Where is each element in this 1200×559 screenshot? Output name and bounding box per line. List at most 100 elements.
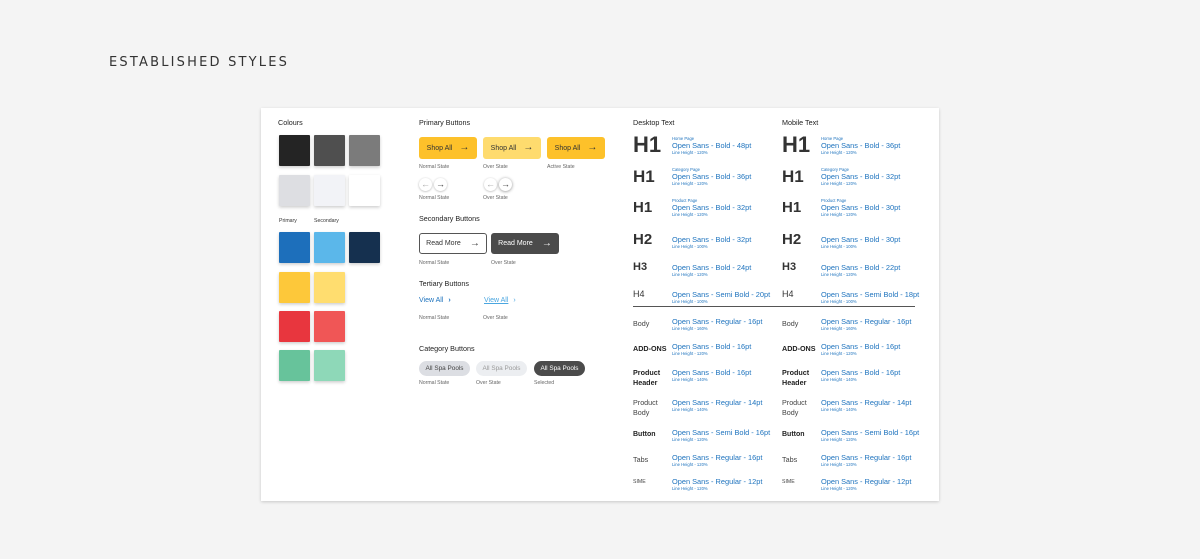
arrow-left-icon[interactable]: ← — [484, 178, 497, 191]
heading-level-label: H3 — [633, 260, 648, 273]
type-spec-page: Product Page — [672, 198, 698, 203]
type-spec: Category Page Open Sans - Bold - 36pt Line… — [672, 167, 751, 186]
arrow-left-icon[interactable]: ← — [419, 178, 432, 191]
state-caption: Active State — [547, 164, 575, 170]
state-caption: Selected — [534, 380, 555, 386]
chevron-right-icon: › — [448, 297, 451, 304]
type-spec-page: Product Page — [821, 198, 847, 203]
desktop-text-heading: Desktop Text — [633, 118, 675, 127]
type-spec: Category Page Open Sans - Bold - 32pt Line… — [821, 167, 900, 186]
type-spec-line-height: Line Height - 140% — [821, 377, 857, 382]
heading-level-label: H1 — [782, 166, 804, 186]
type-spec-line-height: Line Height - 120% — [821, 437, 857, 442]
body-style-label: SIME — [782, 479, 795, 485]
type-spec: Home Page Open Sans - Bold - 36pt Line Hei… — [821, 136, 900, 155]
type-spec-font: Open Sans - Bold - 30pt — [821, 203, 901, 212]
arrow-right-icon[interactable]: → — [434, 178, 447, 191]
type-spec: Open Sans - Regular - 16pt Line Height - … — [672, 317, 762, 331]
link-label: View All — [419, 297, 444, 304]
type-spec-font: Open Sans - Bold - 36pt — [672, 172, 752, 181]
type-spec: Open Sans - Semi Bold - 16pt Line Height … — [821, 428, 919, 442]
type-spec-font: Open Sans - Bold - 22pt — [821, 263, 901, 272]
swatch-neutral-6 — [349, 175, 380, 206]
type-spec-font: Open Sans - Regular - 14pt — [821, 398, 912, 407]
type-spec: Open Sans - Bold - 16pt Line Height - 140… — [672, 368, 751, 382]
view-all-link-over[interactable]: View All › — [484, 297, 516, 304]
type-spec-line-height: Line Height - 120% — [672, 212, 708, 217]
shop-all-button-active[interactable]: Shop All → — [547, 137, 605, 159]
read-more-button-normal[interactable]: Read More → — [419, 233, 487, 254]
arrow-right-icon: → — [541, 237, 552, 249]
type-spec-font: Open Sans - Bold - 36pt — [821, 141, 901, 150]
page-title: ESTABLISHED STYLES — [109, 55, 290, 70]
heading-level-label: H1 — [782, 132, 811, 157]
swatch-secondary-light-blue — [314, 232, 345, 263]
type-spec-page: Home Page — [672, 136, 695, 141]
swatch-yellow-secondary — [314, 272, 345, 303]
type-spec: Open Sans - Bold - 22pt Line Height - 120… — [821, 263, 900, 277]
type-spec-font: Open Sans - Bold - 48pt — [672, 141, 752, 150]
view-all-link-normal[interactable]: View All › — [419, 297, 451, 304]
type-spec-line-height: Line Height - 120% — [672, 181, 708, 186]
swatch-green-primary — [279, 350, 310, 381]
arrow-right-icon: → — [523, 142, 534, 153]
type-spec: Open Sans - Regular - 16pt Line Height - … — [821, 317, 911, 331]
body-style-label: Product Header — [782, 368, 810, 387]
type-spec-font: Open Sans - Bold - 30pt — [821, 235, 901, 244]
state-caption: Over State — [483, 164, 508, 170]
heading-level-label: H1 — [633, 166, 655, 186]
category-pill-over[interactable]: All Spa Pools — [476, 361, 527, 376]
colours-heading: Colours — [278, 118, 303, 127]
category-pill-selected[interactable]: All Spa Pools — [534, 361, 585, 376]
type-spec-font: Open Sans - Regular - 12pt — [672, 477, 763, 486]
primary-label: Primary — [279, 218, 297, 224]
button-label: Shop All — [554, 144, 581, 152]
swatch-navy — [349, 232, 380, 263]
tertiary-buttons-heading: Tertiary Buttons — [419, 279, 469, 288]
swatch-neutral-3 — [349, 135, 380, 166]
body-style-label: Product Body — [633, 398, 658, 417]
type-spec: Open Sans - Semi Bold - 20pt Line Height … — [672, 290, 770, 304]
type-spec-line-height: Line Height - 100% — [821, 299, 857, 304]
type-spec-line-height: Line Height - 120% — [672, 486, 708, 491]
type-spec: Open Sans - Bold - 24pt Line Height - 120… — [672, 263, 751, 277]
type-spec: Open Sans - Regular - 16pt Line Height - … — [672, 453, 762, 467]
category-pill-normal[interactable]: All Spa Pools — [419, 361, 470, 376]
type-spec-line-height: Line Height - 120% — [821, 212, 857, 217]
type-spec-font: Open Sans - Regular - 16pt — [821, 453, 912, 462]
swatch-neutral-5 — [314, 175, 345, 206]
type-spec-line-height: Line Height - 140% — [821, 407, 857, 412]
swatch-primary-blue — [279, 232, 310, 263]
type-spec: Product Page Open Sans - Bold - 32pt Line … — [672, 198, 751, 217]
swatch-neutral-4 — [279, 175, 310, 206]
type-spec: Open Sans - Regular - 12pt Line Height - … — [672, 477, 762, 491]
heading-level-label: H1 — [633, 132, 662, 157]
divider — [633, 306, 915, 307]
heading-level-label: H4 — [782, 288, 794, 299]
type-spec-font: Open Sans - Semi Bold - 20pt — [672, 290, 771, 299]
read-more-button-over[interactable]: Read More → — [491, 233, 559, 254]
type-spec: Product Page Open Sans - Bold - 30pt Line … — [821, 198, 900, 217]
type-spec-line-height: Line Height - 160% — [821, 326, 857, 331]
type-spec-line-height: Line Height - 100% — [821, 244, 857, 249]
arrow-right-icon[interactable]: → — [499, 178, 512, 191]
swatch-neutral-2 — [314, 135, 345, 166]
mobile-text-heading: Mobile Text — [782, 118, 819, 127]
state-caption: Normal State — [419, 380, 450, 386]
type-spec-page: Category Page — [672, 167, 700, 172]
type-spec-line-height: Line Height - 120% — [821, 462, 857, 467]
type-spec: Open Sans - Bold - 32pt Line Height - 100… — [672, 235, 751, 249]
type-spec-font: Open Sans - Bold - 24pt — [672, 263, 752, 272]
type-spec: Open Sans - Bold - 16pt Line Height - 120… — [821, 342, 900, 356]
type-spec-line-height: Line Height - 160% — [672, 326, 708, 331]
chevron-right-icon: › — [513, 297, 516, 304]
type-spec-line-height: Line Height - 120% — [821, 181, 857, 186]
secondary-label: Secondary — [314, 218, 339, 224]
body-style-label: SIME — [633, 479, 646, 485]
shop-all-button-normal[interactable]: Shop All → — [419, 137, 477, 159]
type-spec: Open Sans - Regular - 12pt Line Height - … — [821, 477, 911, 491]
body-style-label: Tabs — [633, 455, 649, 464]
shop-all-button-over[interactable]: Shop All → — [483, 137, 541, 159]
type-spec-page: Home Page — [821, 136, 844, 141]
style-guide-card: Colours Primary Secondary Primary Button… — [261, 108, 939, 501]
